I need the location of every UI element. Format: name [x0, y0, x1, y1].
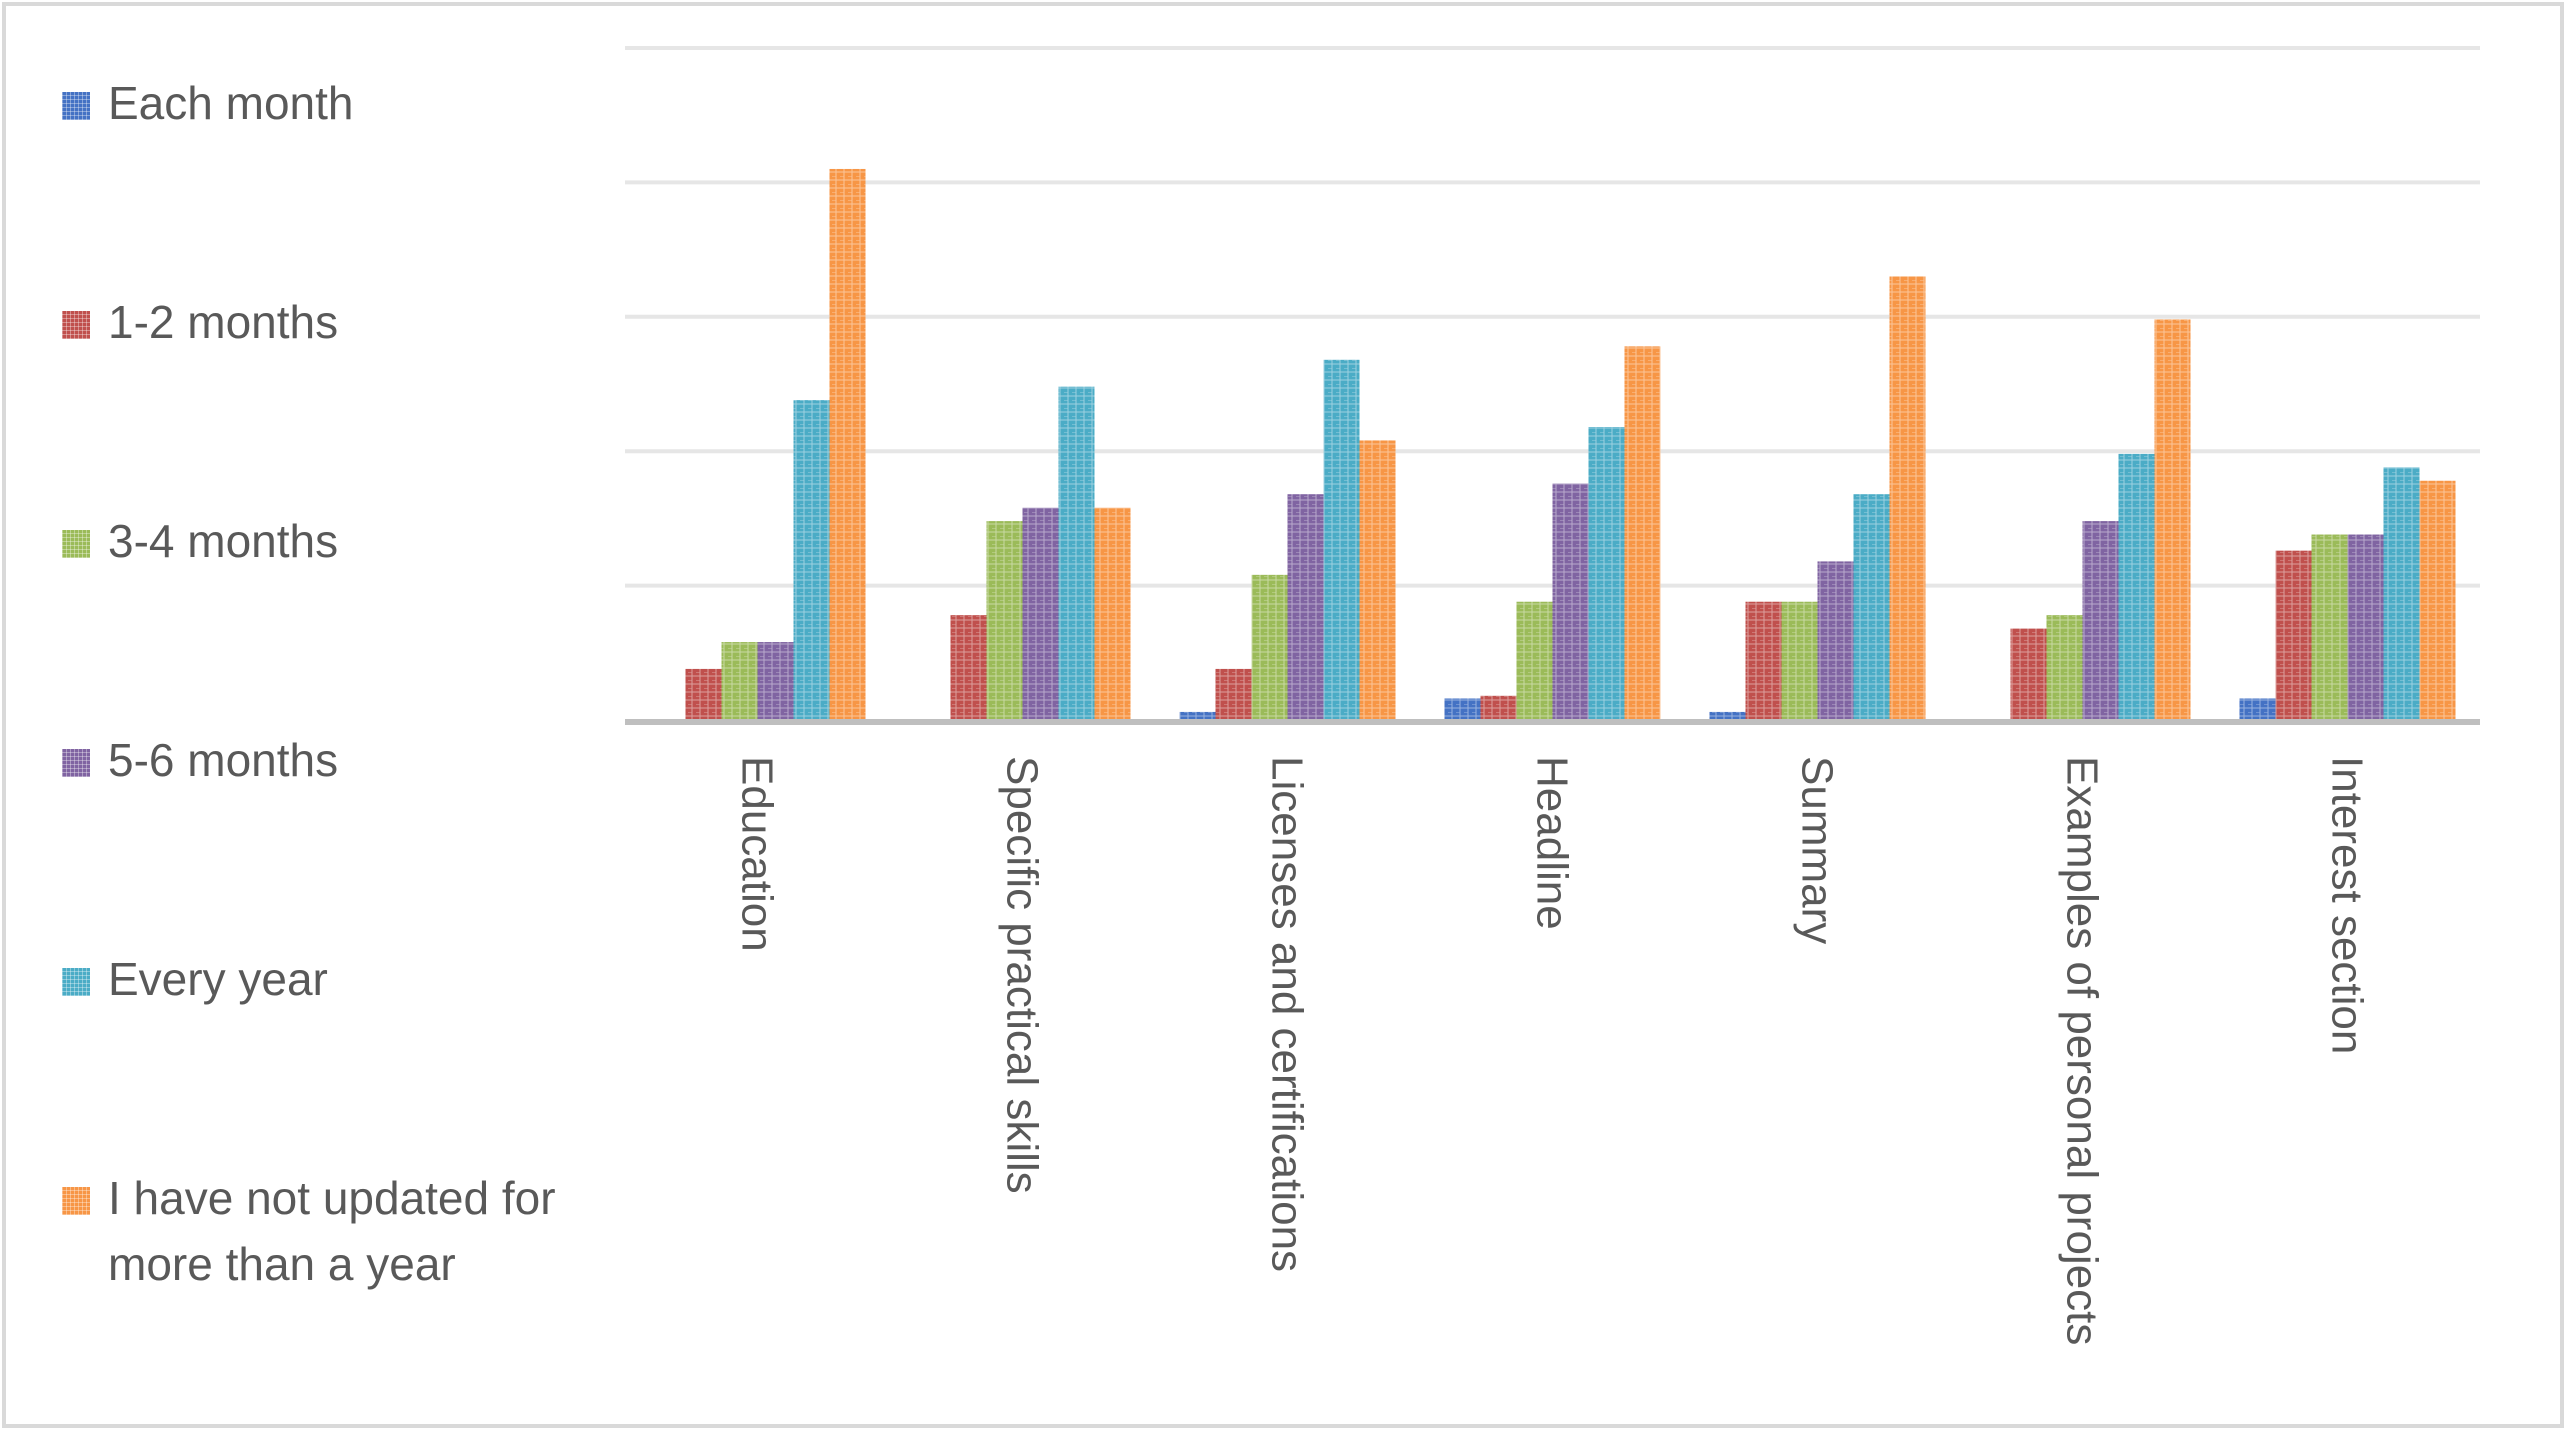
bar — [1444, 698, 1481, 720]
legend-swatch — [62, 968, 90, 996]
bar — [1624, 346, 1661, 720]
category-label: Examples of personal projects — [2058, 756, 2107, 1345]
category-labels: Education Specific practical skills Licens… — [733, 756, 2372, 1345]
legend-swatch — [62, 92, 90, 120]
bar — [1745, 601, 1782, 720]
legend-item: I have not updated for more than a year — [62, 1165, 582, 1297]
bar — [1709, 711, 1746, 720]
bar — [2275, 550, 2312, 720]
category-label: Interest section — [2323, 756, 2372, 1054]
legend-item: Each month — [62, 70, 582, 136]
legend-item: 1-2 months — [62, 289, 582, 355]
bar — [2010, 628, 2047, 720]
legend-swatch — [62, 749, 90, 777]
legend-label: 1-2 months — [108, 296, 339, 348]
legend-item: 5-6 months — [62, 727, 582, 793]
bar — [2383, 467, 2420, 720]
bar — [2046, 615, 2083, 720]
bar — [2419, 480, 2456, 720]
bar — [1817, 561, 1854, 720]
legend-label: Every year — [108, 953, 328, 1005]
bar — [2118, 453, 2155, 720]
bar — [2082, 521, 2119, 720]
bar — [757, 642, 794, 720]
bar — [1480, 695, 1517, 720]
bar — [2311, 534, 2348, 720]
bar — [829, 168, 866, 720]
bar — [1287, 494, 1324, 720]
legend-item: Every year — [62, 946, 582, 1012]
bar — [986, 521, 1023, 720]
legend-swatch — [62, 530, 90, 558]
bar — [1588, 427, 1625, 720]
bar — [1889, 276, 1926, 720]
bar — [1058, 386, 1095, 720]
bar — [1853, 494, 1890, 720]
bar — [1179, 711, 1216, 720]
bar — [1781, 601, 1818, 720]
bar — [2347, 534, 2384, 720]
legend-swatch — [62, 311, 90, 339]
category-label: Licenses and certifications — [1263, 756, 1312, 1272]
bar — [685, 668, 722, 720]
legend: Each month 1-2 months 3-4 months 5-6 months… — [62, 70, 582, 1297]
category-label: Headline — [1528, 756, 1577, 930]
bar — [793, 400, 830, 720]
legend-label: 3-4 months — [108, 515, 339, 567]
bar — [1094, 507, 1131, 720]
bar — [1359, 440, 1396, 720]
category-label: Education — [733, 756, 782, 952]
bar — [1552, 483, 1589, 720]
bars — [685, 168, 2456, 720]
legend-swatch — [62, 1187, 90, 1215]
category-label: Summary — [1793, 756, 1842, 944]
legend-label: Each month — [108, 77, 354, 129]
legend-item: 3-4 months — [62, 508, 582, 574]
bar — [1251, 574, 1288, 720]
bar — [950, 615, 987, 720]
bar — [2154, 319, 2191, 720]
bar — [721, 642, 758, 720]
legend-label: I have not updated for more than a year — [108, 1172, 556, 1290]
category-label: Specific practical skills — [998, 756, 1047, 1194]
bar — [1215, 668, 1252, 720]
legend-label: 5-6 months — [108, 734, 339, 786]
bar — [1516, 601, 1553, 720]
bar — [1022, 507, 1059, 720]
bar — [1323, 359, 1360, 720]
bar — [2239, 698, 2276, 720]
